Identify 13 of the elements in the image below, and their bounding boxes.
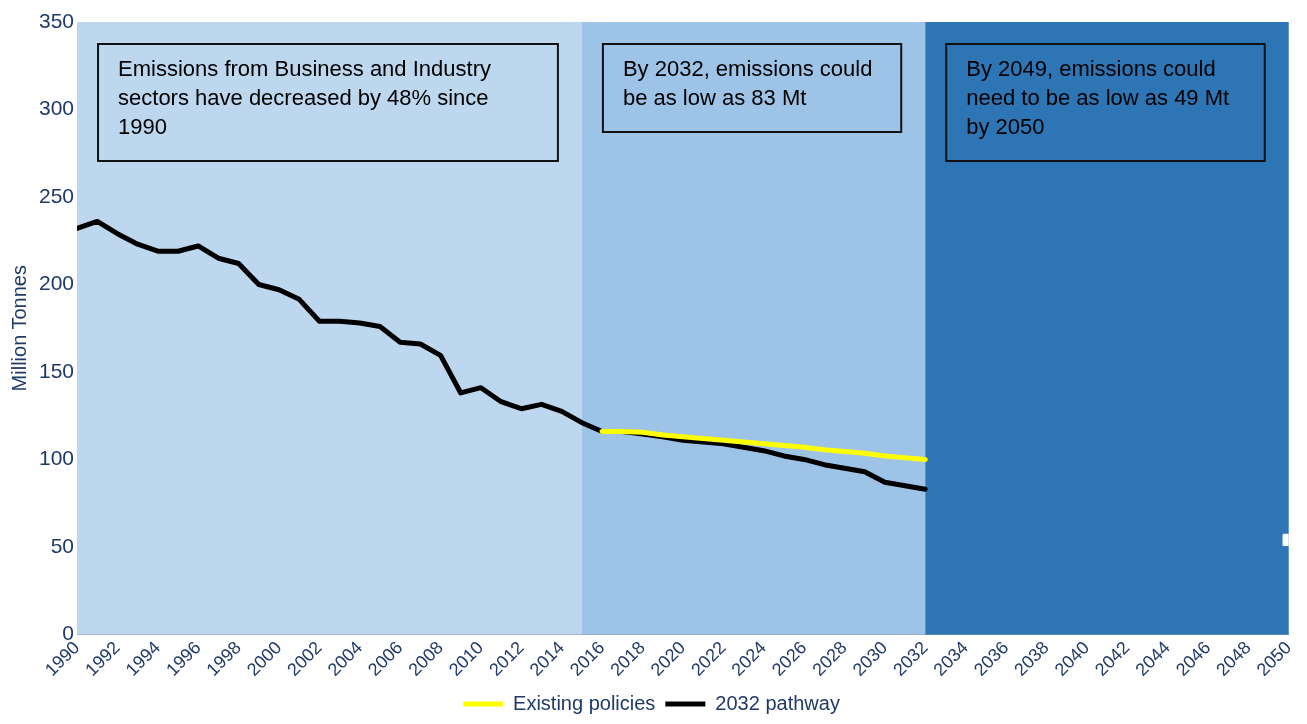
annotation: By 2032, emissions could be as low as 83 Mt xyxy=(622,56,873,111)
annotation: By 2049, emissions could need to be as low as 49 Mt by 2050 xyxy=(966,56,1230,140)
y-tick-label: 200 xyxy=(38,271,75,295)
y-tick-label: 350 xyxy=(38,8,75,32)
y-tick-label: 50 xyxy=(50,533,75,557)
legend-label: Existing policies xyxy=(513,691,656,714)
y-tick-label: 250 xyxy=(38,183,75,207)
annotation: Emissions from Business and Industry sectors have decreased by 48% since 1990 xyxy=(118,56,491,140)
y-tick-label: 100 xyxy=(38,446,75,470)
legend-label: 2032 pathway xyxy=(715,691,840,714)
y-tick-label: 300 xyxy=(38,96,75,120)
y-axis-title: Million Tonnes xyxy=(7,265,30,392)
y-tick-label: 150 xyxy=(38,358,75,382)
